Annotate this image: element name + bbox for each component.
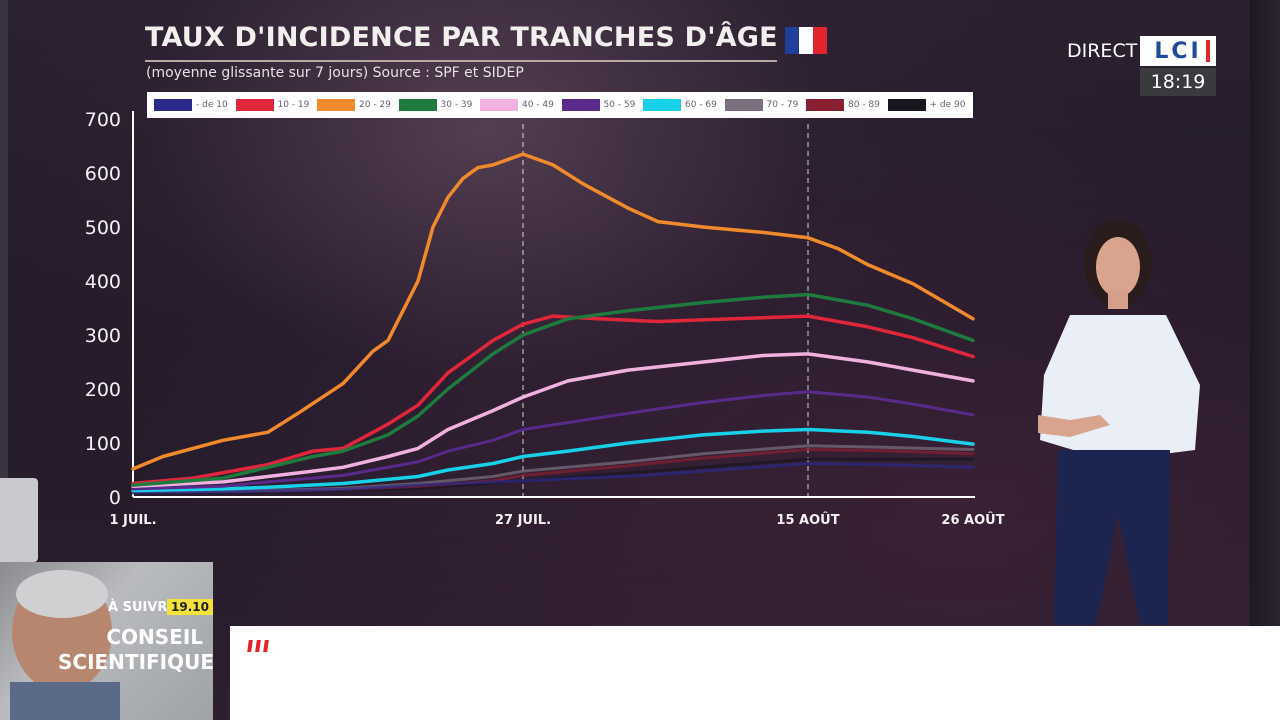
lower-third-banner: [230, 626, 1280, 720]
legend-item: 30 - 39: [398, 99, 481, 111]
legend-label: 50 - 59: [603, 100, 636, 110]
channel-logo: LCI: [1140, 36, 1216, 66]
legend-item: 60 - 69: [643, 99, 725, 111]
series-line-50-59: [131, 390, 975, 491]
title-underline: [145, 60, 777, 62]
legend-swatch: [724, 99, 763, 111]
legend-label: - de 10: [196, 100, 228, 110]
legend-item: - de 10: [154, 99, 236, 111]
up-next-show-title: CONSEIL SCIENTIFIQUE: [58, 625, 215, 675]
series-line-20-29: [131, 152, 975, 471]
side-panel-edge: [0, 478, 38, 562]
y-tick-label: 600: [85, 163, 121, 185]
legend-item: 40 - 49: [480, 99, 562, 111]
legend-label: 80 - 89: [848, 100, 880, 110]
up-next-show-line2: SCIENTIFIQUE: [58, 650, 215, 674]
legend-item: + de 90: [887, 99, 970, 111]
y-tick-label: 200: [85, 379, 121, 401]
legend-swatch: [235, 99, 274, 111]
legend-label: 10 - 19: [277, 100, 310, 110]
screen-edge-left: [0, 0, 8, 720]
chart-title: TAUX D'INCIDENCE PAR TRANCHES D'ÂGE: [145, 22, 778, 53]
y-tick-label: 300: [85, 325, 121, 347]
legend-item: 50 - 59: [561, 99, 644, 111]
up-next-thumbnail: [0, 562, 213, 720]
series-line-10-19: [131, 314, 975, 486]
legend-swatch: [480, 99, 518, 111]
legend-swatch: [398, 99, 437, 111]
x-tick-label: 1 JUIL.: [109, 513, 156, 528]
legend-swatch: [643, 99, 681, 111]
up-next-label: À SUIVRE: [108, 600, 177, 615]
presenter-figure: [1038, 219, 1200, 625]
y-tick-label: 0: [109, 487, 121, 509]
on-air-clock: 18:19: [1140, 68, 1216, 96]
legend-swatch: [317, 99, 355, 111]
screen-edge-right: [1250, 0, 1280, 720]
logo-accent: [1206, 40, 1210, 62]
legend-swatch: [561, 99, 600, 111]
legend-label: 60 - 69: [685, 100, 717, 110]
legend-label: + de 90: [929, 100, 966, 110]
x-tick-label: 26 AOÛT: [941, 512, 1004, 528]
legend-swatch: [887, 99, 926, 111]
series-line-30-39: [131, 292, 975, 487]
chart-legend: - de 10 10 - 19 20 - 29 30 - 39 40 - 49 50 - …: [147, 92, 973, 118]
x-tick-label: 15 AOÛT: [776, 512, 839, 528]
y-tick-label: 100: [85, 433, 121, 455]
legend-label: 70 - 79: [766, 100, 799, 110]
legend-item: 70 - 79: [724, 99, 807, 111]
channel-logo-text: LCI: [1154, 38, 1202, 64]
y-tick-label: 400: [85, 271, 121, 293]
series-line-de-10: [131, 462, 975, 495]
legend-item: 10 - 19: [235, 99, 318, 111]
banner-mark-icon: [247, 640, 269, 652]
flag-stripe-red: [813, 27, 827, 54]
legend-label: 40 - 49: [522, 100, 554, 110]
legend-swatch: [154, 99, 192, 111]
legend-item: 80 - 89: [806, 99, 888, 111]
x-tick-label: 27 JUIL.: [495, 513, 551, 528]
flag-stripe-blue: [785, 27, 799, 54]
flag-stripe-white: [799, 27, 813, 54]
series-line-60-69: [131, 427, 975, 493]
series-line-40-49: [131, 352, 975, 488]
legend-label: 30 - 39: [440, 100, 473, 110]
guest-portrait: [10, 570, 120, 720]
legend-item: 20 - 29: [317, 99, 399, 111]
y-tick-label: 700: [85, 109, 121, 131]
legend-swatch: [806, 99, 844, 111]
legend-label: 20 - 29: [359, 100, 391, 110]
up-next-show-line1: CONSEIL: [106, 625, 203, 649]
chart-subtitle: (moyenne glissante sur 7 jours) Source :…: [146, 65, 524, 81]
french-flag-icon: [785, 27, 827, 54]
up-next-time-badge: 19.10: [167, 599, 213, 615]
live-label: DIRECT: [1067, 40, 1138, 62]
y-tick-label: 500: [85, 217, 121, 239]
